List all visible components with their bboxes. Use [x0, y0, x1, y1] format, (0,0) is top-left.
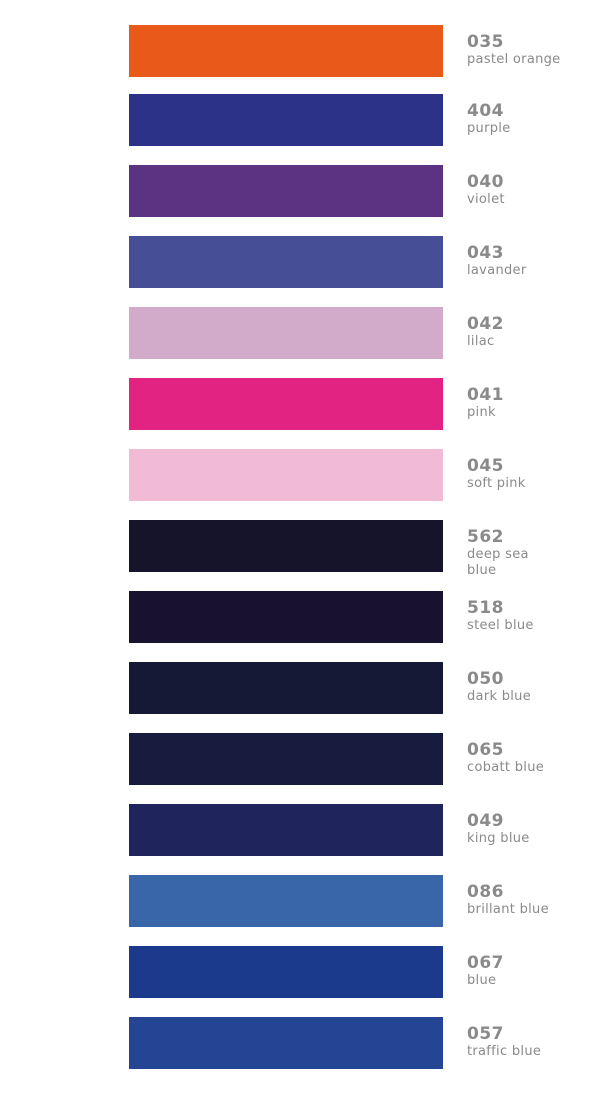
- swatch-row-042: 042 lilac: [0, 307, 600, 378]
- color-swatch: [129, 307, 443, 359]
- swatch-row-086: 086 brillant blue: [0, 875, 600, 946]
- swatch-row-562: 562 deep sea blue: [0, 520, 600, 591]
- swatch-label: 049 king blue: [467, 812, 597, 847]
- swatch-label: 040 violet: [467, 173, 597, 208]
- color-swatch: [129, 236, 443, 288]
- swatch-label: 050 dark blue: [467, 670, 597, 705]
- color-name: lavander: [467, 263, 527, 278]
- color-swatch: [129, 165, 443, 217]
- color-code: 518: [467, 598, 504, 618]
- swatch-label: 562 deep sea blue: [467, 528, 557, 579]
- swatch-row-065: 065 cobatt blue: [0, 733, 600, 804]
- swatch-label: 057 traffic blue: [467, 1025, 597, 1060]
- swatch-label: 518 steel blue: [467, 599, 597, 634]
- color-code: 042: [467, 314, 504, 334]
- color-code: 562: [467, 527, 504, 547]
- color-swatch: [129, 733, 443, 785]
- color-swatch: [129, 804, 443, 856]
- swatch-label: 043 lavander: [467, 244, 597, 279]
- color-swatch: [129, 520, 443, 572]
- swatch-row-404: 404 purple: [0, 94, 600, 165]
- swatch-label: 035 pastel orange: [467, 33, 597, 68]
- color-name: lilac: [467, 334, 495, 349]
- color-code: 040: [467, 172, 504, 192]
- color-swatch: [129, 449, 443, 501]
- color-swatch: [129, 662, 443, 714]
- color-code: 049: [467, 811, 504, 831]
- color-code: 045: [467, 456, 504, 476]
- swatch-row-050: 050 dark blue: [0, 662, 600, 733]
- color-name: violet: [467, 192, 505, 207]
- color-name: cobatt blue: [467, 760, 545, 775]
- color-name: purple: [467, 121, 511, 136]
- color-swatch: [129, 94, 443, 146]
- swatch-label: 404 purple: [467, 102, 597, 137]
- color-swatch: [129, 25, 443, 77]
- color-swatch: [129, 1017, 443, 1069]
- color-code: 057: [467, 1024, 504, 1044]
- color-code: 404: [467, 101, 504, 121]
- color-swatch: [129, 591, 443, 643]
- color-code: 043: [467, 243, 504, 263]
- color-code: 041: [467, 385, 504, 405]
- color-name: king blue: [467, 831, 530, 846]
- color-name: pastel orange: [467, 52, 561, 67]
- color-name: blue: [467, 973, 497, 988]
- swatch-row-040: 040 violet: [0, 165, 600, 236]
- swatch-row-057: 057 traffic blue: [0, 1017, 600, 1088]
- swatch-row-518: 518 steel blue: [0, 591, 600, 662]
- color-swatch: [129, 875, 443, 927]
- swatch-row-049: 049 king blue: [0, 804, 600, 875]
- color-code: 050: [467, 669, 504, 689]
- color-swatch: [129, 946, 443, 998]
- swatch-row-043: 043 lavander: [0, 236, 600, 307]
- color-code: 065: [467, 740, 504, 760]
- swatch-label: 065 cobatt blue: [467, 741, 597, 776]
- color-name: steel blue: [467, 618, 534, 633]
- color-name: pink: [467, 405, 496, 420]
- color-code: 035: [467, 32, 504, 52]
- color-swatch: [129, 378, 443, 430]
- color-name: soft pink: [467, 476, 526, 491]
- color-code: 086: [467, 882, 504, 902]
- swatch-row-067: 067 blue: [0, 946, 600, 1017]
- color-code: 067: [467, 953, 504, 973]
- color-name: dark blue: [467, 689, 532, 704]
- swatch-label: 045 soft pink: [467, 457, 597, 492]
- color-name: brillant blue: [467, 902, 549, 917]
- color-name: deep sea blue: [467, 547, 529, 578]
- swatch-label: 041 pink: [467, 386, 597, 421]
- swatch-label: 067 blue: [467, 954, 597, 989]
- swatch-row-035: 035 pastel orange: [0, 25, 600, 96]
- swatch-label: 042 lilac: [467, 315, 597, 350]
- swatch-label: 086 brillant blue: [467, 883, 597, 918]
- color-name: traffic blue: [467, 1044, 542, 1059]
- swatch-row-041: 041 pink: [0, 378, 600, 449]
- swatch-row-045: 045 soft pink: [0, 449, 600, 520]
